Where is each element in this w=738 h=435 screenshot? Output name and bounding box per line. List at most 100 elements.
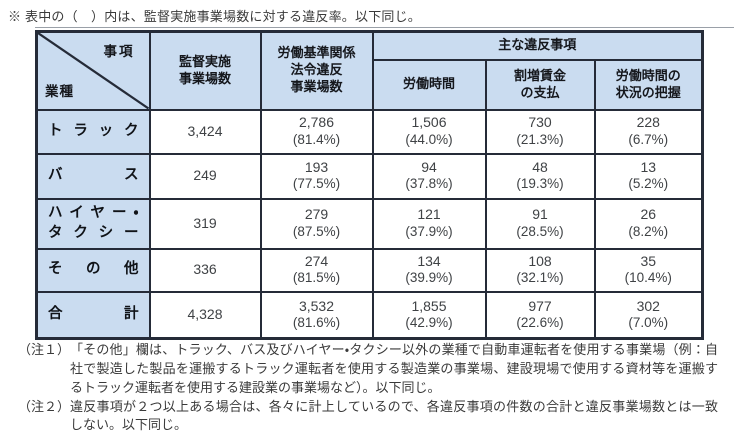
count: 249: [193, 167, 217, 184]
row-label-line: タクシー: [48, 224, 139, 241]
table-row-bus: バス 249 193 (77.5%) 94 (37.8%) 48 (19.3%) 13…: [35, 152, 704, 200]
rate: (44.0%): [405, 131, 453, 147]
cell-working-hours: 134 (39.9%): [371, 247, 487, 293]
table-row-other: その他 336 274 (81.5%) 134 (39.9%) 108 (32.1%)…: [35, 247, 704, 293]
count: 336: [193, 261, 217, 278]
column-header-premium-wages: 割増賃金 の支払: [484, 58, 596, 111]
row-label: 合計: [35, 290, 151, 340]
corner-label-items: 事項: [103, 44, 135, 59]
header-line: 事業場数: [178, 70, 231, 86]
rate: (8.2%): [628, 223, 669, 239]
group-header-main-violations: 主な違反事項: [371, 30, 704, 61]
count: 26: [640, 206, 657, 223]
rate: (6.7%): [628, 131, 669, 147]
cell-inspected: 336: [148, 247, 262, 293]
count: 94: [421, 158, 437, 175]
count: 274: [304, 252, 329, 269]
count: 35: [640, 252, 657, 269]
count: 302: [636, 297, 660, 314]
footnote-text: 違反事項が２つ以上ある場合は、各々に計上しているので、各違反事項の件数の合計と違…: [70, 398, 719, 433]
diagonal-divider: [38, 33, 149, 109]
footnote-marker: （注１）: [18, 342, 71, 357]
corner-header-cell: 事項 業種: [35, 30, 151, 111]
cell-working-hours: 1,855 (42.9%): [371, 290, 487, 340]
corner-label-industry: 業種: [45, 83, 74, 99]
count: 730: [528, 114, 552, 131]
table-row-hire-taxi: ハイヤー・ タクシー 319 279 (87.5%) 121 (37.9%) 91(…: [35, 197, 704, 250]
cell-premium-wages: 108 (32.1%): [484, 247, 596, 293]
rate: (81.5%): [292, 270, 341, 286]
cell-inspected: 3,424: [148, 108, 262, 155]
cell-hours-status: 35 (10.4%): [593, 247, 704, 293]
header-row-sub: 労働時間 割増賃金 の支払 労働時間の 状況の把握: [37, 58, 704, 111]
rate: (81.6%): [292, 315, 341, 331]
row-label: その他: [35, 247, 151, 293]
header-line: 監督実施: [178, 53, 231, 69]
count: 134: [417, 252, 441, 269]
column-header-working-hours: 労働時間: [371, 58, 487, 111]
cell-inspected: 319: [148, 197, 262, 250]
cell-violation: 2,786 (81.4%): [259, 108, 374, 155]
cell-premium-wages: 91 (28.5%): [484, 197, 596, 250]
cell-hours-status: 13 (5.2%): [593, 152, 704, 200]
horizontal-rule: [35, 27, 734, 28]
count: 4,328: [187, 306, 223, 322]
count: 2,786: [298, 114, 335, 131]
cell-violation: 193 (77.5%): [259, 152, 374, 200]
table-caption-note: ※ 表中の（ ）内は、監督実施事業場数に対する違反率。以下同じ。: [8, 9, 422, 24]
cell-violation: 3,532 (81.6%): [259, 290, 374, 340]
cell-violation: 274 (81.5%): [259, 247, 374, 293]
count: 977: [528, 297, 552, 314]
rate: (37.9%): [405, 223, 453, 239]
count: 121: [417, 206, 441, 223]
cell-hours-status: 26 (8.2%): [593, 197, 704, 250]
rate: (81.4%): [292, 131, 341, 147]
row-label-line: その他: [48, 261, 139, 278]
count: 279: [304, 206, 329, 223]
table-row-truck: トラック 3,424 2,786 (81.4%) 1,506 (44.0%) 730…: [35, 108, 704, 155]
column-header-hours-status: 労働時間の 状況の把握: [593, 58, 704, 111]
cell-hours-status: 302 (7.0%): [593, 290, 704, 340]
cell-premium-wages: 730 (21.3%): [484, 108, 596, 155]
count: 3,532: [298, 297, 335, 314]
header-line: の支払: [520, 84, 560, 100]
footnotes: （注１） 「その他」欄は、トラック、バス及びハイヤー・タクシー以外の業種で自動車…: [18, 341, 730, 435]
header-line: 割増賃金: [513, 67, 566, 83]
rate: (39.9%): [405, 270, 453, 286]
header-line: 労働時間の: [615, 67, 681, 83]
rate: (42.9%): [405, 315, 453, 331]
rate: (22.6%): [516, 315, 564, 331]
footnote-marker: （注２）: [18, 398, 71, 414]
cell-violation: 279 (87.5%): [259, 197, 374, 250]
footnote-1: （注１） 「その他」欄は、トラック、バス及びハイヤー・タクシー以外の業種で自動車…: [18, 341, 730, 398]
header-line: 法令違反: [290, 62, 343, 78]
header-line: 状況の把握: [615, 84, 681, 100]
cell-premium-wages: 977 (22.6%): [484, 290, 596, 340]
column-header-inspected: 監督実施 事業場数: [148, 30, 262, 111]
header-line: 労働基準関係: [277, 45, 356, 61]
header-line: 事業場数: [290, 79, 343, 95]
header-row-group: 事項 業種 監督実施 事業場数 労働基準関係 法令違反 事業場数 主な違反事項: [35, 30, 704, 111]
rate: (32.1%): [516, 270, 564, 286]
cell-inspected: 4,328: [148, 290, 262, 340]
count: 193: [304, 158, 329, 175]
row-label: バス: [35, 152, 151, 200]
row-label-line: ハイヤー・: [48, 204, 139, 221]
count: 13: [640, 158, 657, 175]
rate: (21.3%): [516, 131, 564, 147]
table-row-total: 合計 4,328 3,532 (81.6%) 1,855 (42.9%) 977 (2…: [35, 290, 704, 340]
rate: (10.4%): [624, 270, 672, 286]
count: 1,506: [411, 114, 447, 131]
cell-working-hours: 94 (37.8%): [371, 152, 487, 200]
cell-working-hours: 1,506 (44.0%): [371, 108, 487, 155]
rate: (77.5%): [292, 176, 341, 192]
row-label-line: バス: [48, 167, 139, 184]
footnote-2: （注２） 違反事項が２つ以上ある場合は、各々に計上しているので、各違反事項の件数…: [18, 398, 730, 435]
footnote-text: 「その他」欄は、トラック、バス及びハイヤー・タクシー以外の業種で自動車運転者を使…: [70, 342, 719, 395]
cell-hours-status: 228 (6.7%): [593, 108, 704, 155]
cell-working-hours: 121 (37.9%): [371, 197, 487, 250]
cell-premium-wages: 48 (19.3%): [484, 152, 596, 200]
header-line: 労働時間: [402, 76, 455, 92]
page: ※ 表中の（ ）内は、監督実施事業場数に対する違反率。以下同じ。 事項 業種 監…: [8, 9, 734, 433]
cell-inspected: 249: [148, 152, 262, 200]
